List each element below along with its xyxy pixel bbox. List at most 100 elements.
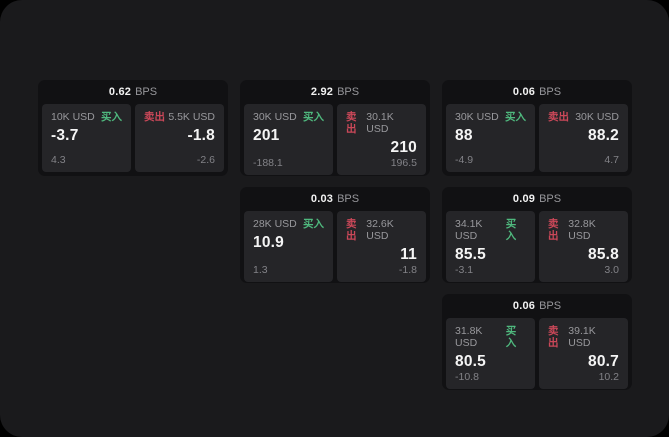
sell-size-label: 30.1K USD [366, 111, 394, 135]
bps-unit-label: BPS [539, 193, 562, 205]
card-body: 31.8K USD 买入 80.5 -10.8 卖出 39.1K USD 80.… [446, 318, 628, 389]
sell-delta-value: 4.7 [604, 154, 619, 166]
card-header: 2.92 BPS [244, 80, 426, 104]
sell-size-label: 32.6K USD [366, 218, 394, 242]
bps-unit-label: BPS [337, 86, 360, 98]
buy-quote-tile[interactable]: 30K USD 买入 88 -4.9 [446, 104, 535, 172]
buy-tile-header: 30K USD 买入 [455, 111, 526, 123]
bps-unit-label: BPS [539, 86, 562, 98]
buy-quote-tile[interactable]: 28K USD 买入 10.9 1.3 [244, 211, 333, 282]
buy-delta-value: 1.3 [253, 264, 268, 276]
buy-size-label: 30K USD [253, 111, 297, 123]
buy-size-label: 31.8K USD [455, 325, 483, 349]
sell-delta-value: 3.0 [604, 264, 619, 276]
card-header: 0.09 BPS [446, 187, 628, 211]
sell-tile-header: 卖出 39.1K USD [548, 325, 619, 349]
sell-tag: 卖出 [548, 111, 569, 123]
sell-tag: 卖出 [548, 218, 559, 242]
quote-card: 0.62 BPS 10K USD 买入 -3.7 4.3 卖出 5.5K USD… [38, 80, 228, 176]
card-body: 34.1K USD 买入 85.5 -3.1 卖出 32.8K USD 85.8… [446, 211, 628, 282]
sell-quote-tile[interactable]: 卖出 39.1K USD 80.7 10.2 [539, 318, 628, 389]
sell-tag: 卖出 [548, 325, 559, 349]
sell-delta-value: 196.5 [390, 157, 417, 169]
sell-size-label: 30K USD [575, 111, 619, 123]
buy-delta-value: -10.8 [455, 371, 479, 383]
sell-quote-tile[interactable]: 卖出 32.6K USD 11 -1.8 [337, 211, 426, 282]
buy-size-label: 30K USD [455, 111, 499, 123]
buy-tag: 买入 [303, 218, 324, 230]
bps-value: 0.62 [108, 86, 132, 98]
buy-tag: 买入 [505, 218, 517, 242]
buy-price-value: 80.5 [455, 353, 486, 370]
sell-price-value: 11 [400, 246, 417, 263]
quote-card: 0.03 BPS 28K USD 买入 10.9 1.3 卖出 32.6K US… [240, 187, 430, 283]
buy-delta-value: -4.9 [455, 154, 474, 166]
sell-tile-header: 卖出 5.5K USD [144, 111, 215, 123]
buy-price-value: 85.5 [455, 246, 486, 263]
sell-quote-tile[interactable]: 卖出 5.5K USD -1.8 -2.6 [135, 104, 224, 172]
sell-tile-header: 卖出 30K USD [548, 111, 619, 123]
buy-tag: 买入 [101, 111, 122, 123]
card-header: 0.06 BPS [446, 294, 628, 318]
sell-size-label: 5.5K USD [168, 111, 215, 123]
card-body: 10K USD 买入 -3.7 4.3 卖出 5.5K USD -1.8 -2.… [42, 104, 224, 172]
quote-card: 0.06 BPS 30K USD 买入 88 -4.9 卖出 30K USD 8… [442, 80, 632, 176]
buy-quote-tile[interactable]: 30K USD 买入 201 -188.1 [244, 104, 333, 175]
buy-tile-header: 31.8K USD 买入 [455, 325, 526, 349]
sell-tag: 卖出 [144, 111, 165, 123]
bps-unit-label: BPS [337, 193, 360, 205]
card-header: 0.06 BPS [446, 80, 628, 104]
buy-quote-tile[interactable]: 31.8K USD 买入 80.5 -10.8 [446, 318, 535, 389]
buy-price-value: 10.9 [253, 234, 284, 251]
bps-value: 2.92 [310, 86, 334, 98]
bps-value: 0.03 [310, 193, 334, 205]
buy-quote-tile[interactable]: 10K USD 买入 -3.7 4.3 [42, 104, 131, 172]
buy-tag: 买入 [505, 325, 517, 349]
sell-quote-tile[interactable]: 卖出 32.8K USD 85.8 3.0 [539, 211, 628, 282]
sell-size-label: 32.8K USD [568, 218, 596, 242]
buy-tile-header: 28K USD 买入 [253, 218, 324, 230]
card-body: 28K USD 买入 10.9 1.3 卖出 32.6K USD 11 -1.8 [244, 211, 426, 282]
buy-tag: 买入 [303, 111, 324, 123]
sell-tile-header: 卖出 32.6K USD [346, 218, 417, 242]
sell-tag: 卖出 [346, 111, 357, 135]
sell-size-label: 39.1K USD [568, 325, 596, 349]
sell-quote-tile[interactable]: 卖出 30K USD 88.2 4.7 [539, 104, 628, 172]
buy-tag: 买入 [505, 111, 526, 123]
buy-delta-value: 4.3 [51, 154, 66, 166]
sell-price-value: -1.8 [187, 127, 215, 144]
quote-card: 0.09 BPS 34.1K USD 买入 85.5 -3.1 卖出 32.8K… [442, 187, 632, 283]
buy-price-value: -3.7 [51, 127, 79, 144]
sell-price-value: 88.2 [588, 127, 619, 144]
buy-tile-header: 30K USD 买入 [253, 111, 324, 123]
sell-tag: 卖出 [346, 218, 357, 242]
bps-value: 0.06 [512, 86, 536, 98]
quote-cards-grid: 0.62 BPS 10K USD 买入 -3.7 4.3 卖出 5.5K USD… [38, 80, 632, 390]
sell-delta-value: -1.8 [398, 264, 417, 276]
sell-quote-tile[interactable]: 卖出 30.1K USD 210 196.5 [337, 104, 426, 175]
card-body: 30K USD 买入 201 -188.1 卖出 30.1K USD 210 1… [244, 104, 426, 175]
buy-tile-header: 34.1K USD 买入 [455, 218, 526, 242]
buy-price-value: 88 [455, 127, 473, 144]
buy-delta-value: -3.1 [455, 264, 474, 276]
sell-tile-header: 卖出 30.1K USD [346, 111, 417, 135]
bps-value: 0.09 [512, 193, 536, 205]
card-body: 30K USD 买入 88 -4.9 卖出 30K USD 88.2 4.7 [446, 104, 628, 172]
buy-size-label: 34.1K USD [455, 218, 483, 242]
sell-price-value: 210 [390, 139, 417, 156]
sell-delta-value: -2.6 [196, 154, 215, 166]
quote-card: 2.92 BPS 30K USD 买入 201 -188.1 卖出 30.1K … [240, 80, 430, 176]
buy-size-label: 10K USD [51, 111, 95, 123]
bps-unit-label: BPS [135, 86, 158, 98]
buy-tile-header: 10K USD 买入 [51, 111, 122, 123]
card-header: 0.62 BPS [42, 80, 224, 104]
bps-value: 0.06 [512, 300, 536, 312]
buy-delta-value: -188.1 [253, 157, 283, 169]
bps-unit-label: BPS [539, 300, 562, 312]
card-header: 0.03 BPS [244, 187, 426, 211]
sell-price-value: 85.8 [588, 246, 619, 263]
sell-price-value: 80.7 [588, 353, 619, 370]
buy-size-label: 28K USD [253, 218, 297, 230]
buy-quote-tile[interactable]: 34.1K USD 买入 85.5 -3.1 [446, 211, 535, 282]
